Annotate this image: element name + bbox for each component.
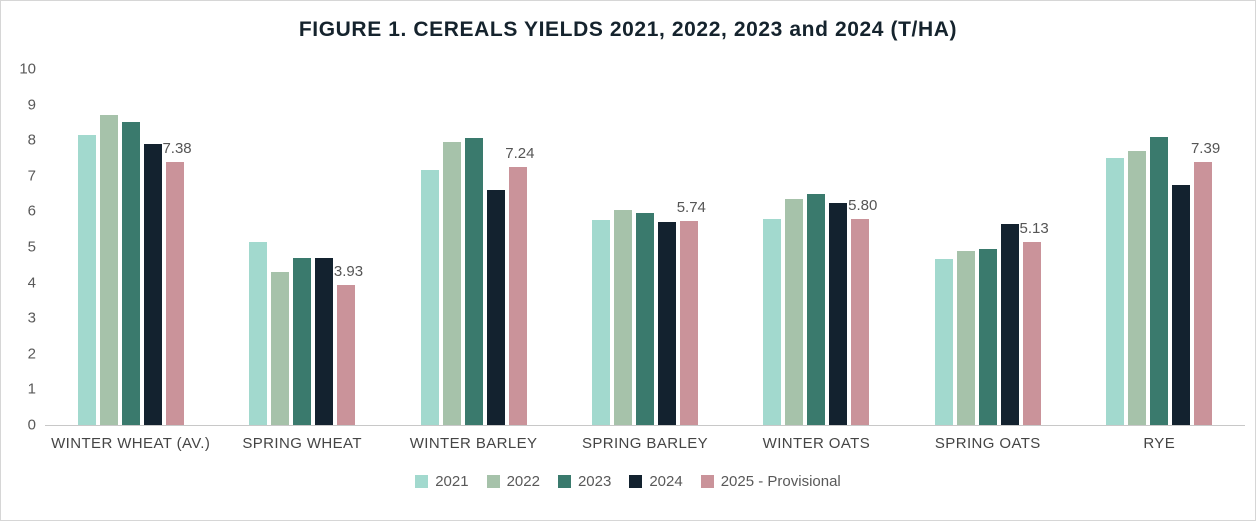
y-tick-4: 4 [27,274,36,292]
bar-2023-winter-barley [464,138,483,425]
legend-item-2023: 2023 [557,473,612,490]
x-axis-labels: WINTER WHEAT (AV.) SPRING WHEAT WINTER BAR… [45,435,1245,452]
plot-row: 0 1 2 3 4 5 6 7 8 9 10 7.38 3.93 7.24 5.74 5.80 5.13 7.3… [11,62,1245,433]
bar-2024-winter-oats [829,202,848,425]
bar-group-rye: 7.39 [1074,69,1245,425]
legend-label-2021: 2021 [435,473,469,490]
y-tick-0: 0 [27,416,36,434]
data-label-winter-oats: 5.80 [848,196,878,214]
data-label-rye: 7.39 [1190,139,1221,157]
y-tick-2: 2 [27,345,36,363]
bar-2021-winter-barley [420,170,439,425]
bar-2022-rye [1128,150,1147,425]
bar-2025-provisional-winter-barley: 7.24 [505,145,534,425]
legend-label-2024: 2024 [649,473,683,490]
bar-chart: 0 1 2 3 4 5 6 7 8 9 10 7.38 3.93 7.24 5.74 5.80 5.13 7.3… [11,62,1245,452]
bar-2021-rye [1106,158,1125,425]
bar-2025-provisional-spring-barley: 5.74 [677,199,706,425]
bar-group-spring-wheat: 3.93 [216,69,387,425]
data-label-spring-barley: 5.74 [676,198,706,216]
data-label-winter-wheat-av: 7.38 [162,140,192,158]
bar-2023-spring-barley [635,213,654,425]
legend-label-2023: 2023 [577,473,612,490]
category-label-winter-barley: WINTER BARLEY [409,435,538,452]
bar-2022-winter-barley [442,141,461,425]
bar-2021-winter-wheat-av [77,134,96,425]
y-tick-5: 5 [27,238,36,256]
bar-2022-spring-oats [956,250,975,425]
bar-2023-spring-wheat [293,257,312,425]
bar-group-winter-barley: 7.24 [388,69,559,425]
plot-area: 7.38 3.93 7.24 5.74 5.80 5.13 7.39 [45,69,1245,426]
bar-2024-spring-oats [1000,223,1019,425]
category-label-winter-wheat-av: WINTER WHEAT (AV.) [51,435,211,452]
bar-2025-provisional-spring-oats: 5.13 [1020,220,1049,425]
category-label-rye: RYE [1143,435,1176,452]
legend-swatch-2025-provisional [700,475,714,488]
category-label-spring-barley: SPRING BARLEY [581,435,709,452]
bar-2024-winter-barley [486,190,505,425]
bar-group-winter-oats: 5.80 [731,69,902,425]
bar-2021-winter-oats [763,218,782,425]
chart-title: FIGURE 1. CEREALS YIELDS 2021, 2022, 202… [298,18,958,41]
y-tick-8: 8 [27,131,36,149]
bar-2021-spring-barley [591,220,610,425]
legend-label-2022: 2022 [506,473,540,490]
bar-2023-rye [1150,136,1169,425]
data-label-spring-oats: 5.13 [1019,220,1049,238]
bar-2022-spring-wheat [271,271,290,425]
bar-group-spring-oats: 5.13 [902,69,1073,425]
y-tick-1: 1 [27,380,36,398]
legend-item-2024: 2024 [629,473,683,490]
bar-2024-spring-barley [657,222,676,425]
legend-label-2025-provisional: 2025 - Provisional [720,473,841,490]
bar-2021-spring-oats [934,259,953,425]
bar-2024-spring-wheat [315,257,334,425]
legend-item-2021: 2021 [415,473,469,490]
bar-group-winter-wheat-av: 7.38 [45,69,216,425]
bar-2025-provisional-winter-wheat-av: 7.38 [162,140,192,425]
y-axis: 0 1 2 3 4 5 6 7 8 9 10 [11,62,45,433]
bar-2022-spring-barley [613,209,632,425]
data-label-spring-wheat: 3.93 [333,263,364,281]
category-label-winter-oats: WINTER OATS [762,435,871,452]
bar-2023-winter-wheat-av [121,122,140,425]
bar-2023-winter-oats [807,193,826,425]
bar-2022-winter-wheat-av [99,115,118,425]
legend-swatch-2022 [486,475,500,488]
bar-2023-spring-oats [978,248,997,425]
bar-group-spring-barley: 5.74 [559,69,730,425]
category-label-spring-oats: SPRING OATS [934,435,1041,452]
bar-2024-winter-wheat-av [143,143,162,425]
y-tick-10: 10 [19,60,36,78]
bar-2022-winter-oats [785,198,804,425]
legend-item-2022: 2022 [486,473,540,490]
legend-swatch-2023 [557,475,571,488]
legend-swatch-2024 [629,475,643,488]
y-tick-7: 7 [27,167,36,185]
legend-item-2025-provisional: 2025 - Provisional [700,473,841,490]
bar-2025-provisional-winter-oats: 5.80 [848,197,877,425]
legend: 2021 2022 2023 2024 2025 - Provisional [1,473,1255,490]
bar-2021-spring-wheat [249,241,268,425]
bar-2025-provisional-spring-wheat: 3.93 [334,263,363,425]
legend-swatch-2021 [415,475,429,488]
data-label-winter-barley: 7.24 [505,145,535,163]
y-tick-9: 9 [27,96,36,114]
y-tick-3: 3 [27,309,36,327]
bar-2025-provisional-rye: 7.39 [1191,140,1220,425]
bar-2024-rye [1172,184,1191,425]
category-label-spring-wheat: SPRING WHEAT [242,435,362,452]
y-tick-6: 6 [27,202,36,220]
